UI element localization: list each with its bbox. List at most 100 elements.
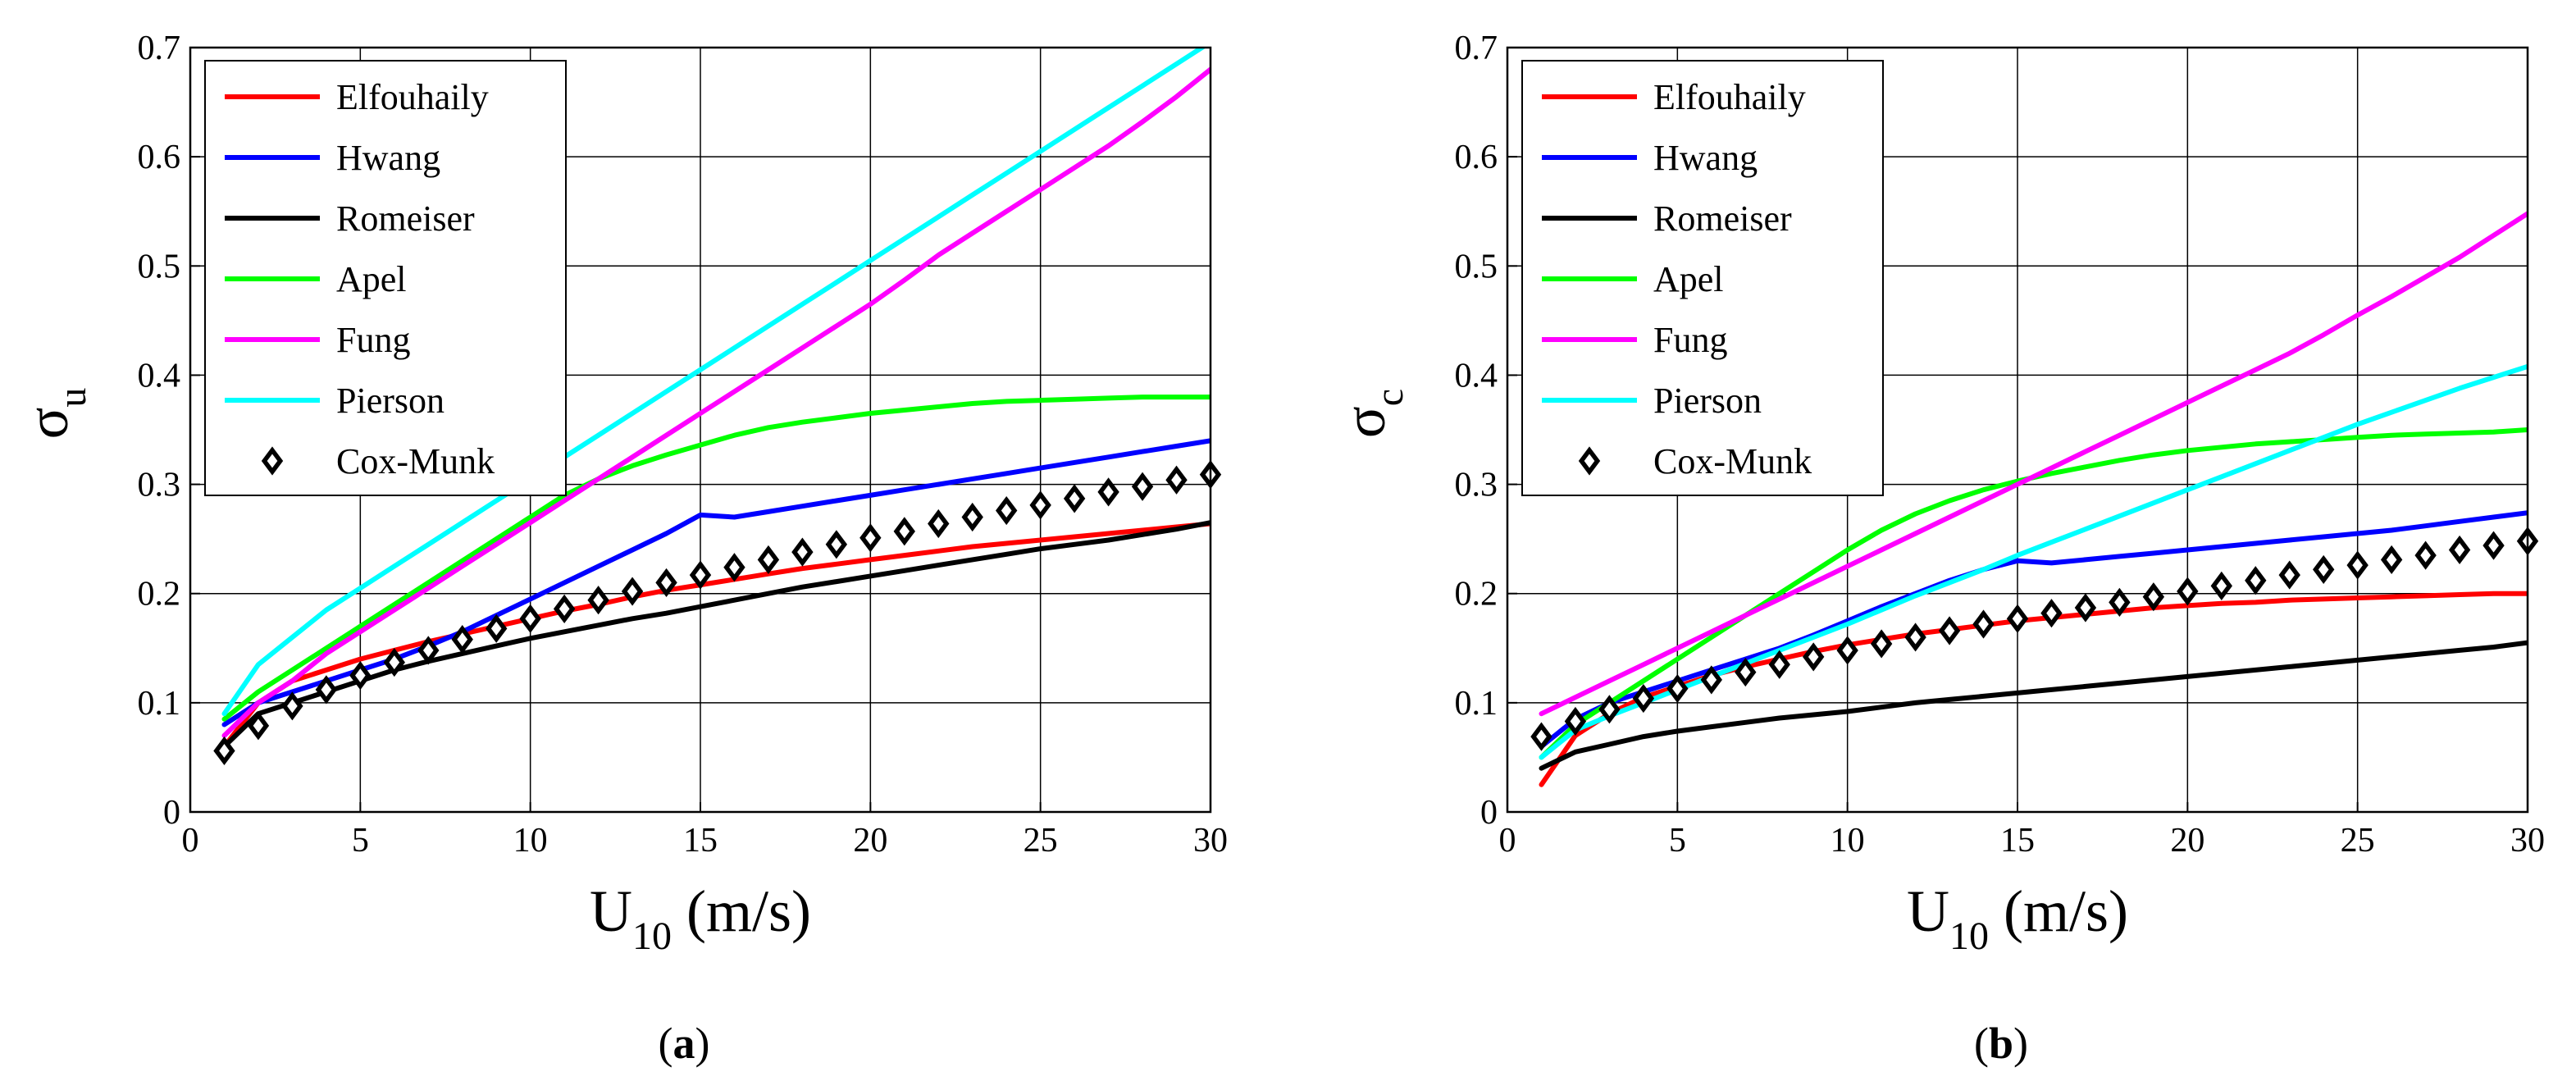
legend-label-pierson: Pierson [1653, 381, 1762, 421]
x-axis-subscript: 10 [632, 914, 672, 958]
data-point-cox-munk [791, 537, 814, 567]
legend-label-apel: Apel [336, 259, 407, 299]
data-point-cox-munk [519, 604, 541, 633]
data-point-cox-munk [655, 568, 677, 597]
x-tick-label: 15 [683, 822, 718, 860]
legend-label-pierson: Pierson [336, 381, 445, 421]
data-point-cox-munk [1768, 650, 1790, 679]
x-axis-label: U10 (m/s) [1907, 878, 2128, 958]
y-tick-label: 0.1 [1455, 685, 1498, 723]
data-point-cox-munk [723, 553, 745, 582]
data-point-cox-munk [1836, 636, 1858, 665]
data-point-cox-munk [553, 594, 576, 623]
data-point-cox-munk [1803, 642, 1825, 672]
x-tick-label: 5 [1669, 822, 1686, 860]
x-tick-label: 30 [2510, 822, 2545, 860]
y-tick-label: 0.3 [138, 467, 181, 504]
data-point-cox-munk [2313, 554, 2335, 585]
legend-swatch-cox-munk [261, 446, 284, 476]
data-point-cox-munk [1632, 683, 1655, 714]
y-tick-label: 0.6 [138, 139, 181, 176]
data-point-cox-munk [689, 560, 712, 590]
data-point-cox-munk [2006, 604, 2029, 633]
ticks: 0 5 10 15 20 25 30 0 0.1 0.2 0.3 0.4 0.5 0.6 0.7 [138, 30, 1229, 860]
data-point-cox-munk [1564, 706, 1587, 737]
panel-label-close: ) [2013, 1019, 2028, 1068]
x-axis-main: U [590, 878, 632, 944]
x-axis-label: U10 (m/s) [590, 878, 811, 958]
data-point-cox-munk [1870, 629, 1893, 659]
data-point-cox-munk [1029, 490, 1051, 520]
data-point-cox-munk [928, 509, 950, 539]
data-point-cox-munk [893, 517, 915, 546]
series-group [221, 48, 1210, 750]
y-axis-label: σc [1332, 389, 1411, 438]
ticks: 0 5 10 15 20 25 30 0 0.1 0.2 0.3 0.4 0.5 0.6 0.7 [1455, 30, 2546, 860]
data-point-cox-munk [417, 636, 440, 665]
data-point-cox-munk [2177, 577, 2199, 606]
data-point-cox-munk [315, 675, 338, 705]
x-tick-label: 5 [352, 822, 369, 860]
y-tick-label: 0.7 [138, 30, 181, 67]
legend-swatch-cox-munk [1578, 446, 1601, 476]
data-point-cox-munk [2483, 531, 2505, 560]
legend-label-romeiser: Romeiser [1653, 198, 1792, 239]
legend-label-apel: Apel [1653, 259, 1724, 299]
data-point-cox-munk [1131, 472, 1154, 501]
panel-label-close: ) [695, 1019, 710, 1068]
legend-label-cox-munk: Cox-Munk [336, 441, 495, 481]
series-markers-cox-munk [1530, 527, 2539, 751]
legend-label-cox-munk: Cox-Munk [1653, 441, 1812, 481]
y-axis-symbol: σ [1332, 406, 1397, 438]
data-point-cox-munk [1972, 609, 1995, 639]
data-point-cox-munk [486, 613, 508, 643]
data-point-cox-munk [247, 711, 270, 741]
data-point-cox-munk [621, 577, 644, 606]
x-tick-label: 15 [2000, 822, 2035, 860]
y-axis-symbol: σ [15, 408, 80, 440]
y-axis-label: σu [15, 388, 94, 440]
data-point-cox-munk [2040, 599, 2063, 628]
y-tick-label: 0 [163, 794, 180, 832]
y-axis-subscript: c [1368, 389, 1411, 406]
legend-label-elfouhaily: Elfouhaily [336, 77, 489, 117]
data-point-cox-munk [2109, 587, 2131, 617]
data-point-cox-munk [825, 530, 848, 559]
x-tick-label: 10 [513, 822, 548, 860]
data-point-cox-munk [2278, 560, 2300, 590]
y-axis-subscript: u [51, 388, 94, 408]
series-line-elfouhaily [221, 521, 1210, 750]
x-axis-subscript: 10 [1949, 914, 1989, 958]
series-line-fung [1539, 211, 2528, 717]
x-tick-label: 0 [1499, 822, 1516, 860]
x-tick-label: 20 [2170, 822, 2204, 860]
data-point-cox-munk [1904, 623, 1926, 652]
series-line-hwang [1539, 510, 2528, 750]
y-tick-label: 0.5 [138, 248, 181, 285]
data-point-cox-munk [1097, 477, 1119, 507]
series-line-fung [221, 66, 1210, 738]
panel-label-letter: a [673, 1019, 695, 1068]
legend-label-hwang: Hwang [1653, 138, 1758, 178]
series-line-apel [221, 394, 1210, 722]
panel-label-letter: b [1989, 1019, 2013, 1068]
data-point-cox-munk [2210, 571, 2232, 600]
data-point-cox-munk [213, 736, 235, 766]
data-point-cox-munk [281, 691, 303, 721]
series-line-pierson [221, 48, 1207, 717]
y-tick-label: 0.1 [138, 685, 181, 723]
data-point-cox-munk [383, 648, 405, 677]
y-tick-label: 0.2 [1455, 576, 1498, 613]
panel-label-open: ( [1974, 1019, 1989, 1068]
x-tick-label: 25 [1024, 822, 1058, 860]
data-point-cox-munk [1063, 484, 1086, 513]
x-tick-label: 30 [1193, 822, 1228, 860]
chart-panel-b: 0 5 10 15 20 25 30 0 0.1 0.2 0.3 0.4 0.5 0.6 0.7 σc U10 … [1332, 30, 2545, 1068]
y-tick-label: 0.6 [1455, 139, 1498, 176]
data-point-cox-munk [757, 545, 780, 575]
data-point-cox-munk [587, 586, 609, 615]
legend-label-fung: Fung [336, 320, 410, 360]
legend-box [1521, 60, 1884, 496]
data-point-cox-munk [1700, 665, 1722, 695]
